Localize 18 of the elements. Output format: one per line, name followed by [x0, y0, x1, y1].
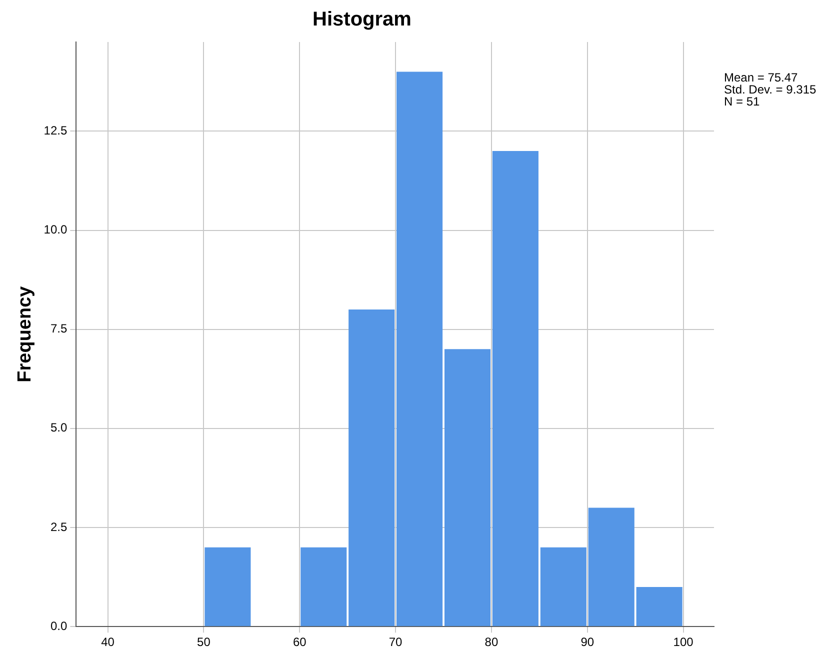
y-axis-title: Frequency: [14, 286, 36, 382]
y-tick-label: 10.0: [44, 222, 68, 237]
y-tick-label: 7.5: [50, 322, 68, 336]
x-tick-label: 100: [673, 635, 694, 650]
text: Std. Dev. = 9.315: [724, 82, 816, 96]
text: Mean = 75.47: [724, 70, 798, 84]
x-tick-label: 40: [101, 635, 115, 650]
y-tick-label: 2.5: [50, 520, 68, 534]
y-tick-label: 12.5: [44, 123, 68, 138]
x-tick-label: 70: [388, 635, 403, 650]
y-tick-label: 0.0: [50, 618, 68, 633]
x-tick-label: 50: [197, 635, 211, 650]
x-tick-label: 80: [484, 635, 498, 650]
y-tick-label: 5.0: [50, 420, 68, 435]
text: N = 51: [724, 94, 760, 108]
chart-title: Histogram: [312, 8, 412, 31]
x-tick-label: 90: [580, 635, 594, 650]
x-tick-label: 60: [292, 635, 307, 650]
